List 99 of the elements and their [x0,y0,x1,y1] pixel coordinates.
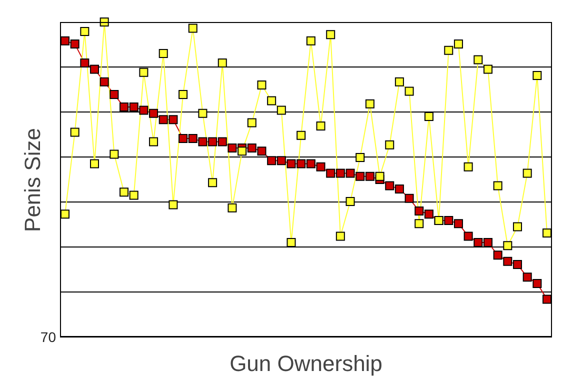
point [404,86,414,96]
point [306,36,316,46]
point [129,190,138,200]
point [168,200,178,210]
point [168,115,178,124]
point [346,197,355,206]
point [158,115,168,124]
point [120,188,129,197]
point [120,102,129,112]
point [316,121,326,130]
point [286,238,296,247]
point [365,99,374,108]
point [542,228,552,238]
point [454,40,463,49]
point [139,106,148,115]
point [385,140,394,150]
point [149,108,158,118]
point [198,137,208,146]
point [394,184,404,194]
point [70,40,80,49]
point [503,241,512,250]
point [110,150,119,159]
point [60,36,70,46]
text: 70 [40,329,56,345]
point [522,168,532,178]
point [80,58,90,68]
point [276,106,286,115]
point [356,172,365,181]
point [286,159,296,168]
point [228,203,237,212]
point [139,68,148,77]
point [532,71,542,80]
point [336,232,345,241]
point [326,168,336,178]
point [326,30,336,40]
point [424,112,434,121]
point [444,46,454,55]
point [464,232,473,241]
point [257,80,266,90]
point [80,26,90,36]
point [247,118,256,128]
point [218,58,227,68]
point [247,144,256,152]
point [375,172,384,181]
point [385,181,394,190]
x-axis-title: Gun Ownership [230,351,382,377]
point [296,159,306,168]
point [474,55,483,64]
point [474,238,483,247]
point [444,216,454,225]
point [178,90,188,99]
point [316,162,326,172]
point [267,96,276,106]
point [365,172,374,181]
point [483,238,492,247]
point [149,137,158,146]
point [228,144,237,152]
point [198,108,208,118]
point [60,210,70,219]
point [394,77,404,86]
point [493,250,502,260]
point [424,210,434,219]
point [110,90,119,99]
point [346,168,355,178]
point [454,219,463,228]
point [90,64,100,74]
point [414,219,424,228]
point [257,146,266,156]
point [158,49,168,58]
point [296,130,306,140]
point [532,278,542,288]
point [336,168,345,178]
point [238,146,247,156]
point [522,272,532,282]
point [306,159,316,168]
point [356,152,365,162]
point [414,206,424,216]
point [542,294,552,304]
point [464,162,473,172]
point [218,137,227,146]
point [100,18,109,26]
point [208,178,218,188]
y-axis-title: Penis Size [20,128,46,232]
point [178,134,188,144]
point [188,24,198,33]
point [512,260,522,270]
point [503,256,512,266]
point [129,102,138,112]
point [188,134,198,144]
point [276,156,286,166]
point [512,222,522,232]
point [404,194,414,203]
point [493,181,502,190]
point [90,159,100,168]
point [100,77,109,86]
point [208,137,218,146]
point [70,128,80,137]
point [483,64,492,74]
point [267,156,276,166]
